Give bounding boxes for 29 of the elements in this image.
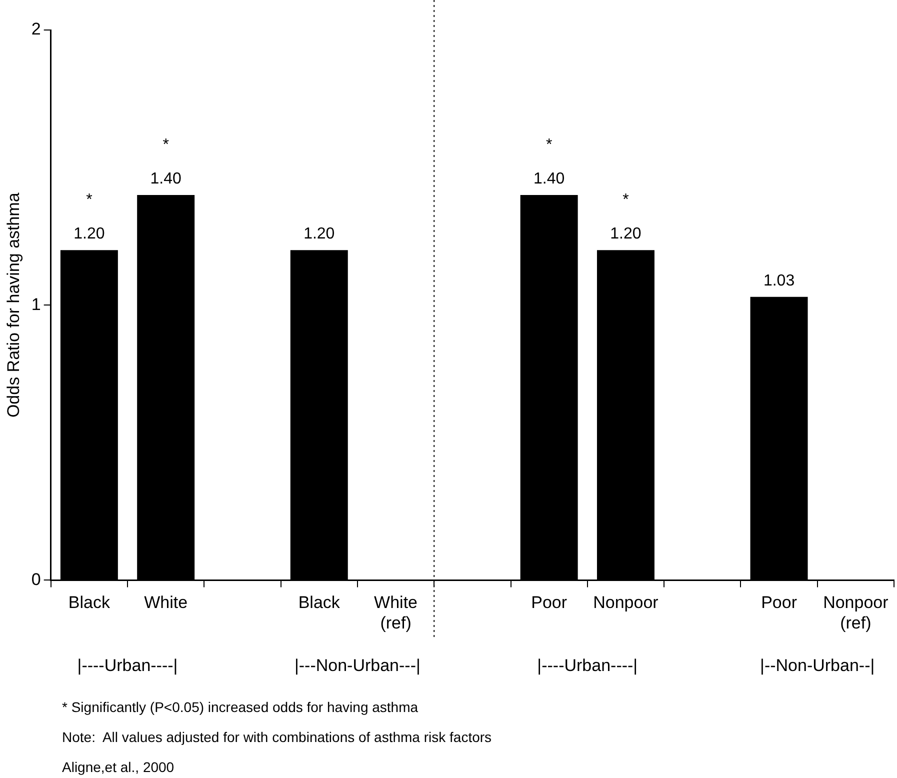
text: |----Urban----|: [77, 656, 178, 676]
text: |----Urban----|: [537, 656, 638, 676]
y-tick-label: 1: [31, 294, 41, 314]
data-label: 1.40: [534, 170, 565, 188]
x-tick-label: White (ref): [374, 593, 418, 632]
text: Aligne,et al., 2000: [62, 758, 176, 777]
x-tick-label: Nonpoor (ref): [823, 593, 889, 632]
x-tick-label: Black: [298, 593, 340, 612]
data-label: 1.03: [763, 272, 795, 290]
data-label: 1.40: [150, 170, 182, 188]
x-tick-label: Poor: [531, 593, 568, 612]
y-tick-label: 2: [31, 20, 41, 39]
x-tick-label: Black: [68, 593, 110, 612]
annotation: *: [86, 191, 92, 208]
data-label: 1.20: [74, 225, 105, 242]
x-tick-label: Poor: [761, 593, 798, 612]
annotation: *: [622, 191, 629, 208]
data-label: 1.20: [610, 225, 642, 242]
annotation: *: [162, 136, 169, 154]
text: * Significantly (P<0.05) increased odds for having asthma: [62, 698, 420, 717]
x-tick-label: Nonpoor: [593, 593, 659, 612]
y-tick-label: 0: [31, 570, 41, 589]
x-tick-label: White: [144, 593, 188, 612]
y-axis-title: Odds Ratio for having asthma: [4, 192, 23, 418]
annotation: *: [546, 136, 552, 154]
text: |--Non-Urban--|: [760, 656, 875, 676]
data-label: 1.20: [304, 225, 335, 242]
text: Note: All values adjusted for with combinations of asthma risk factors: [62, 728, 492, 747]
text: |---Non-Urban---|: [294, 656, 420, 676]
